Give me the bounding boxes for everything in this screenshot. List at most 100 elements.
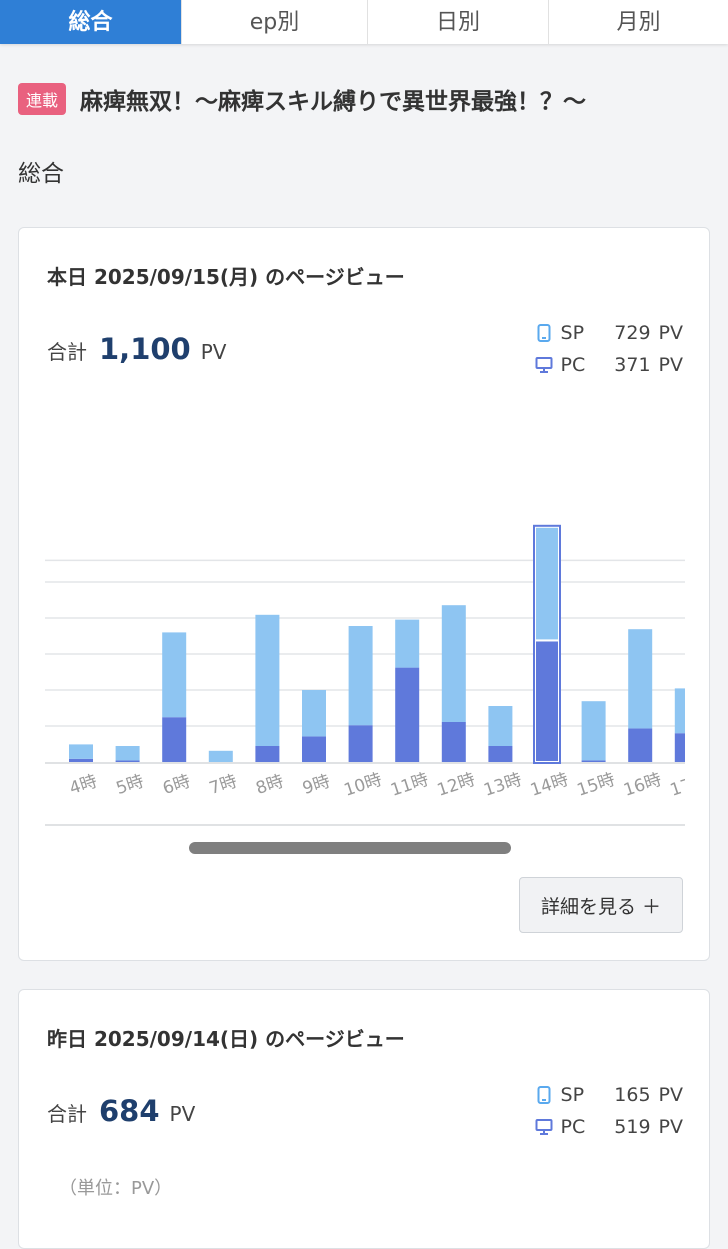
pc-bar: [302, 736, 326, 762]
x-tick-label: 15時: [575, 770, 618, 801]
tab-label: 日別: [435, 10, 480, 35]
total-label: 合計: [47, 1102, 87, 1126]
bar-group-13時: [488, 706, 513, 762]
unit-note: （単位：PV）: [59, 1178, 173, 1199]
x-tick-label: 4時: [67, 771, 100, 799]
pc-bar: [115, 760, 140, 762]
monitor-icon: [535, 356, 553, 374]
today-total: 合計 1,100 PV: [47, 332, 226, 366]
pc-bar: [441, 722, 466, 762]
bar-group-12時: [441, 605, 466, 762]
x-tick-label: 9時: [300, 771, 333, 799]
pc-row: PC 371 PV: [535, 349, 683, 381]
sp-label: SP: [560, 1084, 585, 1106]
tab-by-episode[interactable]: ep別: [182, 0, 368, 44]
x-tick-label: 13時: [481, 770, 524, 801]
x-tick-label: 7時: [207, 771, 240, 799]
bar-group-17時: [674, 688, 685, 762]
sp-bar: [69, 744, 93, 759]
x-tick-label: 14時: [528, 770, 571, 801]
x-tick-label: 11時: [388, 770, 431, 801]
pc-bar: [348, 725, 373, 762]
sp-row: SP 165 PV: [535, 1079, 683, 1111]
bar-group-5時: [115, 746, 140, 762]
x-tick-label: 8時: [254, 771, 287, 799]
smartphone-icon: [535, 1086, 553, 1104]
today-device-breakdown: SP 729 PV PC 371 PV: [535, 317, 683, 381]
sp-row: SP 729 PV: [535, 317, 683, 349]
x-tick-label: 17時: [668, 770, 685, 801]
smartphone-icon: [535, 324, 553, 342]
hourly-pv-chart[interactable]: 4時 5時 6時 7時 8時 9時 10時 11時 12時 13時 14時 15時 16時 17時: [45, 442, 685, 832]
tab-label: ep別: [249, 10, 300, 35]
x-tick-label: 6時: [160, 771, 193, 799]
sp-bar: [628, 629, 653, 729]
pc-bar: [395, 667, 420, 762]
x-tick-label: 16時: [621, 770, 664, 801]
sp-bar: [115, 746, 140, 761]
sp-bar: [674, 688, 685, 734]
sp-bar: [488, 706, 513, 746]
pc-bar: [581, 760, 606, 762]
selected-bar-outline: [533, 524, 561, 764]
bar-group-9時: [302, 690, 326, 762]
pc-row: PC 519 PV: [535, 1111, 683, 1143]
pc-bar: [534, 639, 560, 763]
sp-bar: [581, 701, 606, 761]
pc-bar: [69, 758, 93, 762]
bar-group-8時: [255, 614, 280, 762]
pc-label: PC: [560, 354, 586, 376]
tab-label: 総合: [68, 10, 113, 35]
bar-group-14時: [533, 524, 561, 764]
pc-bar: [162, 717, 187, 762]
bar-group-16時: [628, 629, 653, 762]
total-value: 684: [99, 1094, 160, 1128]
yesterday-card-title: 昨日 2025/09/14(日) のページビュー: [47, 1027, 405, 1051]
serial-badge: 連載: [18, 83, 67, 115]
today-pv-card: 本日 2025/09/15(月) のページビュー 合計 1,100 PV SP …: [18, 227, 710, 961]
pc-value: 519: [614, 1116, 651, 1138]
sp-bar: [302, 690, 326, 737]
bar-group-7時: [208, 750, 233, 762]
pc-bar: [255, 746, 280, 762]
section-label: 総合: [18, 161, 64, 187]
bar-group-15時: [581, 701, 606, 762]
total-value: 1,100: [99, 332, 191, 366]
today-card-title: 本日 2025/09/15(月) のページビュー: [47, 265, 405, 289]
yesterday-pv-card: 昨日 2025/09/14(日) のページビュー 合計 684 PV SP 16…: [18, 989, 710, 1249]
sp-bar: [441, 605, 466, 722]
sp-bar: [255, 614, 280, 746]
bar-group-10時: [348, 626, 373, 762]
sp-bar: [395, 619, 420, 668]
pc-bar: [628, 728, 653, 762]
tab-monthly[interactable]: 月別: [549, 0, 728, 44]
bar-group-6時: [162, 632, 187, 762]
x-tick-label: 10時: [342, 770, 385, 801]
x-tick-label: 5時: [114, 771, 147, 799]
total-label: 合計: [47, 340, 87, 364]
sp-label: SP: [560, 322, 585, 344]
yesterday-total: 合計 684 PV: [47, 1094, 195, 1128]
sp-bar: [348, 626, 373, 726]
pc-bar: [488, 746, 513, 762]
pc-unit: PV: [658, 1116, 683, 1138]
sp-bar: [534, 525, 560, 642]
sp-unit: PV: [658, 322, 683, 344]
sp-unit: PV: [658, 1084, 683, 1106]
chart-scrollbar[interactable]: [189, 842, 511, 854]
tab-overall[interactable]: 総合: [0, 0, 182, 44]
sp-value: 729: [614, 322, 651, 344]
sp-bar: [162, 632, 187, 718]
pc-label: PC: [560, 1116, 586, 1138]
pc-value: 371: [614, 354, 651, 376]
sp-value: 165: [614, 1084, 651, 1106]
pc-bar: [674, 733, 685, 762]
yesterday-device-breakdown: SP 165 PV PC 519 PV: [535, 1079, 683, 1143]
x-tick-label: 12時: [435, 770, 478, 801]
work-title-row: 連載 麻痺無双！〜麻痺スキル縛りで異世界最強！？〜: [18, 82, 586, 116]
bar-group-11時: [395, 619, 420, 762]
details-button[interactable]: 詳細を見る ＋: [519, 877, 683, 933]
work-title[interactable]: 麻痺無双！〜麻痺スキル縛りで異世界最強！？〜: [80, 89, 587, 115]
tab-daily[interactable]: 日別: [368, 0, 549, 44]
total-unit: PV: [169, 1102, 196, 1126]
